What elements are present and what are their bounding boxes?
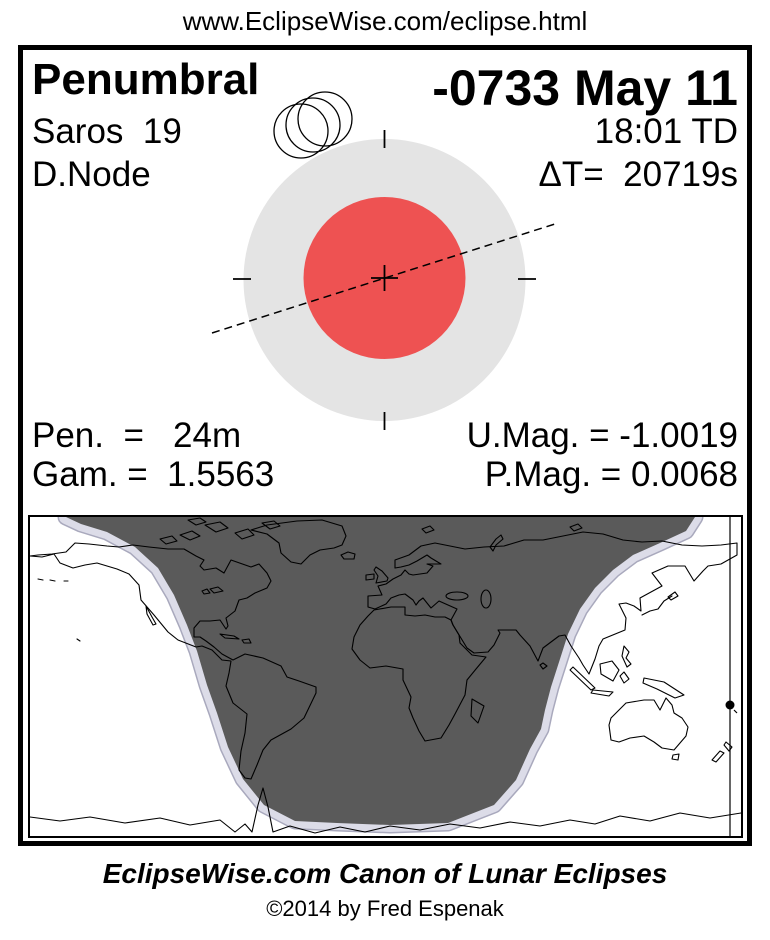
baja-peninsula bbox=[145, 605, 157, 626]
antarctica-coast bbox=[30, 787, 741, 834]
site-url: www.EclipseWise.com/eclipse.html bbox=[182, 6, 588, 36]
new-zealand-south bbox=[711, 750, 725, 763]
arctic-islands bbox=[159, 517, 583, 552]
world-map bbox=[30, 517, 741, 836]
greenland-coast bbox=[250, 519, 347, 565]
zenith-point-tick bbox=[733, 709, 738, 714]
visibility-map bbox=[28, 515, 743, 838]
penumbral-duration: Pen. = 24m bbox=[32, 416, 242, 455]
australia-coast bbox=[608, 697, 689, 751]
small-islands bbox=[37, 578, 548, 670]
greatest-eclipse-time: 18:01 TD bbox=[594, 112, 738, 151]
americas-coast bbox=[30, 542, 317, 780]
copyright-notice: ©2014 by Fred Espenak bbox=[266, 896, 504, 921]
delta-t-value: ΔT= 20719s bbox=[538, 155, 738, 194]
iceland bbox=[340, 551, 356, 560]
eclipse-card: Penumbral -0733 May 11 Saros 19 18:01 TD… bbox=[18, 45, 752, 846]
black-sea bbox=[445, 591, 469, 601]
saros-number: Saros 19 bbox=[32, 112, 182, 151]
ireland-coast bbox=[365, 573, 375, 581]
philippines bbox=[621, 645, 632, 668]
sumatra bbox=[569, 666, 596, 691]
penumbral-magnitude: P.Mag. = 0.0068 bbox=[484, 455, 738, 494]
hokkaido bbox=[667, 591, 679, 601]
axis-tick-marks bbox=[233, 130, 536, 430]
japan bbox=[641, 595, 673, 616]
shadow-center-cross bbox=[371, 265, 398, 291]
coastlines bbox=[30, 517, 741, 834]
java bbox=[590, 689, 614, 697]
visibility-region-core bbox=[66, 517, 695, 825]
eclipse-date: -0733 May 11 bbox=[432, 60, 738, 116]
shadow-diagram bbox=[211, 91, 559, 430]
gamma-value: Gam. = 1.5563 bbox=[32, 455, 275, 494]
sulawesi bbox=[619, 671, 630, 684]
caspian-sea bbox=[480, 589, 492, 609]
zenith-point-dot bbox=[725, 700, 735, 710]
uk-coast bbox=[373, 566, 389, 584]
ecliptic-dashed-line bbox=[211, 222, 559, 334]
tasmania bbox=[671, 753, 680, 761]
africa-coast bbox=[351, 606, 487, 742]
madagascar bbox=[470, 698, 485, 724]
eclipse-type-label: Penumbral bbox=[32, 55, 260, 104]
new-guinea bbox=[642, 677, 685, 699]
node-label: D.Node bbox=[32, 155, 151, 194]
eurasia-coast bbox=[367, 531, 738, 675]
canon-title: EclipseWise.com Canon of Lunar Eclipses bbox=[102, 858, 668, 889]
borneo bbox=[599, 660, 620, 682]
umbral-magnitude: U.Mag. = -1.0019 bbox=[466, 416, 738, 455]
moon-path-circles bbox=[273, 91, 353, 159]
